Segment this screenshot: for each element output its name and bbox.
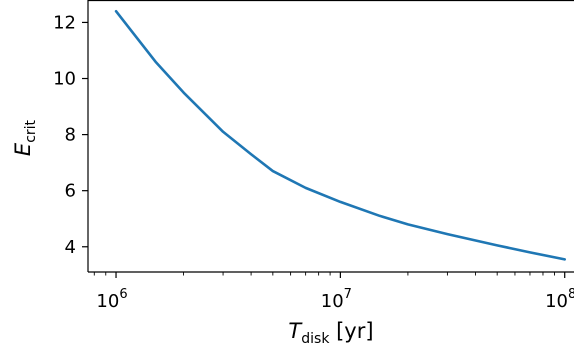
y-tick-label: 6 [65,181,76,202]
x-tick-label: 106 [96,287,127,312]
x-tick-label: 108 [545,287,574,312]
y-tick-label: 4 [65,237,76,258]
y-tick-label: 8 [65,125,76,146]
axes-frame [87,0,574,273]
series-group [114,9,567,261]
x-axis-ticks: 106 107 108 [96,272,574,312]
y-axis-label: Ecrit [11,119,39,156]
y-tick-label: 10 [53,69,76,90]
series-line [114,9,567,261]
x-axis-label: Tdisk [yr] [288,319,373,347]
x-axis-minor-ticks [93,272,555,276]
y-axis-ticks: 4 6 8 10 12 [53,12,88,258]
x-tick-label: 107 [321,287,352,312]
y-tick-label: 12 [53,12,76,33]
